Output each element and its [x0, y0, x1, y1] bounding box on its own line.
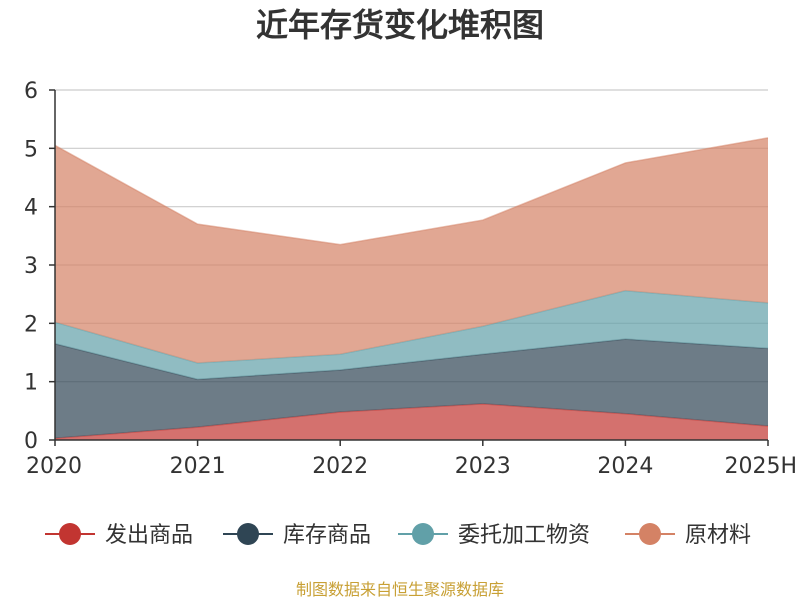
x-tick-label: 2025H [724, 454, 797, 479]
x-tick-label: 2024 [597, 454, 653, 479]
x-tick-label: 2021 [170, 454, 226, 479]
series-area-2 [55, 290, 768, 380]
legend-label: 原材料 [685, 523, 751, 548]
series-area-3 [55, 137, 768, 363]
y-tick-label: 6 [24, 79, 38, 104]
axes: 0 1 2 3 4 5 6 2020 2021 2022 2023 2024 2025H [24, 79, 797, 479]
legend[interactable]: 发出商品 库存商品 委托加工物资 原材料 [45, 523, 751, 548]
source-footer: 制图数据来自恒生聚源数据库 [296, 580, 504, 599]
series-line-3 [54, 137, 769, 246]
x-tick-label: 2023 [455, 454, 511, 479]
plot-area [54, 137, 769, 440]
x-tick-label: 2020 [26, 454, 82, 479]
legend-marker-icon [412, 523, 434, 545]
chart-title: 近年存货变化堆积图 [256, 6, 544, 44]
legend-item[interactable]: 发出商品 [45, 523, 193, 548]
legend-marker-icon [237, 523, 259, 545]
series-area-1 [55, 339, 768, 439]
y-tick-label: 1 [24, 371, 38, 396]
legend-label: 委托加工物资 [458, 523, 590, 548]
legend-label: 发出商品 [105, 523, 193, 548]
x-tick-label: 2022 [312, 454, 368, 479]
legend-item[interactable]: 库存商品 [223, 523, 371, 548]
y-tick-label: 2 [24, 312, 38, 337]
legend-marker-icon [639, 523, 661, 545]
y-tick-label: 5 [24, 137, 38, 162]
legend-label: 库存商品 [283, 523, 371, 548]
y-tick-label: 4 [24, 196, 38, 221]
y-tick-label: 0 [24, 429, 38, 454]
series-area-0 [55, 403, 768, 440]
legend-item[interactable]: 原材料 [625, 523, 751, 548]
legend-item[interactable]: 委托加工物资 [398, 523, 590, 548]
y-tick-label: 3 [24, 254, 38, 279]
legend-marker-icon [59, 523, 81, 545]
